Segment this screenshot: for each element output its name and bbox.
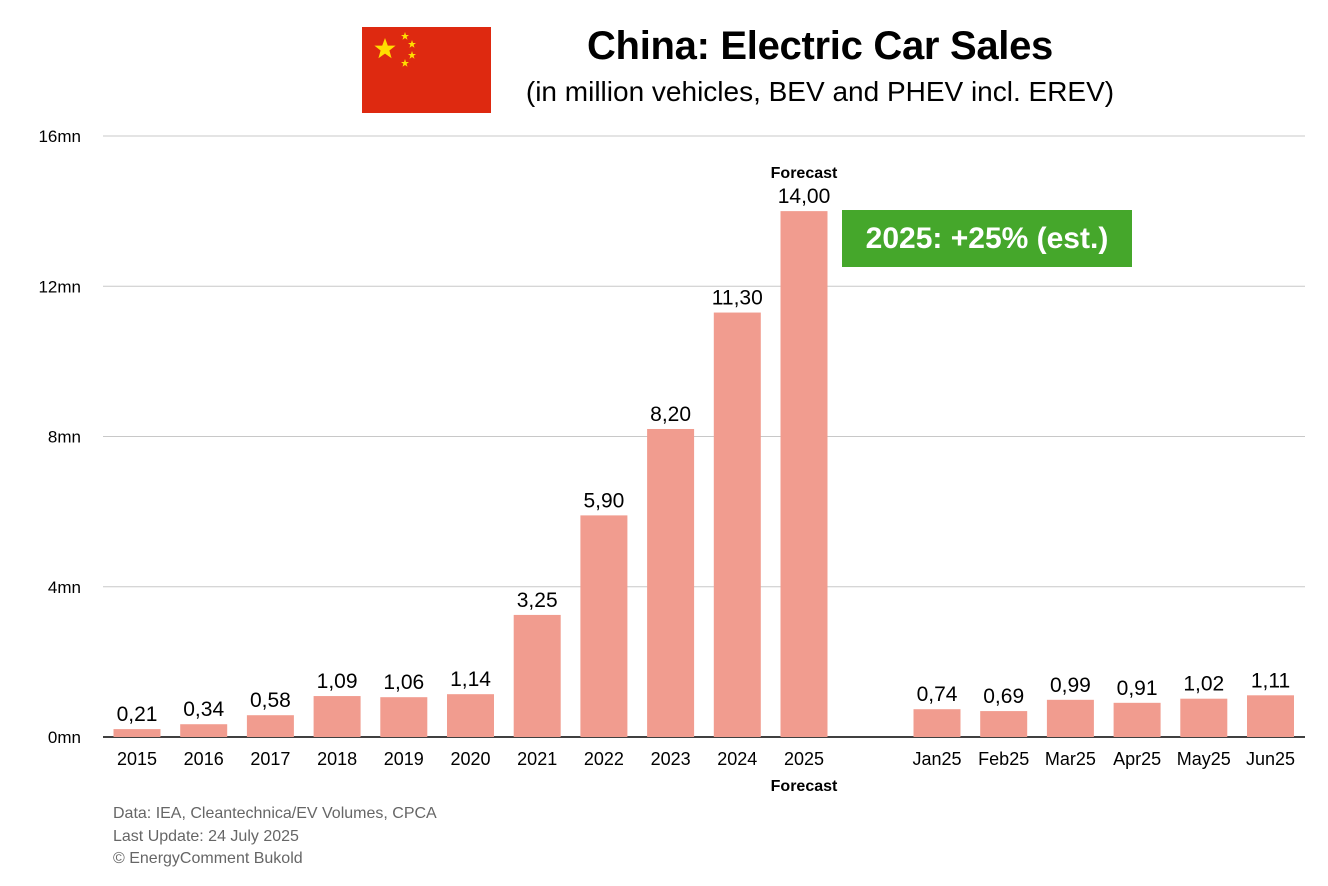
bar-2020	[447, 694, 494, 737]
data-label-2021: 3,25	[517, 589, 558, 612]
x-tick-label-2018: 2018	[317, 749, 357, 769]
y-tick-label: 8mn	[48, 428, 81, 447]
x-tick-label-Jun25: Jun25	[1246, 749, 1295, 769]
data-label-2024: 11,30	[712, 287, 763, 310]
chart-subtitle: (in million vehicles, BEV and PHEV incl.…	[525, 76, 1115, 107]
flag-star-small-3	[408, 51, 416, 59]
x-tick-label-2025: 2025	[784, 749, 824, 769]
data-label-2018: 1,09	[317, 670, 358, 693]
bar-2015	[113, 729, 161, 737]
data-label-2016: 0,34	[183, 698, 224, 721]
bar-2017	[246, 715, 294, 737]
source-line: Data: IEA, Cleantechnica/EV Volumes, CPC…	[113, 805, 437, 822]
y-tick-label: 4mn	[48, 578, 81, 597]
data-label-Feb25: 0,69	[983, 685, 1024, 708]
data-label-Jan25: 0,74	[917, 683, 958, 706]
bar-2025	[780, 211, 828, 737]
data-label-2022: 5,90	[583, 489, 624, 512]
x-tick-label-2021: 2021	[517, 749, 557, 769]
bar-Jan25	[913, 709, 961, 737]
data-label-2017: 0,58	[250, 689, 291, 712]
flag-star-small-4	[401, 59, 409, 67]
x-tick-label-2020: 2020	[450, 749, 490, 769]
bar-2016	[180, 724, 228, 737]
forecast-annotation-2: Forecast	[771, 778, 838, 795]
x-tick-label-2017: 2017	[250, 749, 290, 769]
data-label-2020: 1,14	[450, 668, 491, 691]
bar-May25	[1180, 698, 1228, 737]
bar-2019	[380, 697, 428, 737]
bar-Jun25	[1247, 695, 1294, 737]
chart-title: China: Electric Car Sales	[586, 24, 1054, 68]
update-line: Last Update: 24 July 2025	[113, 827, 299, 845]
bar-2018	[313, 696, 361, 737]
flag-star-small-1	[401, 32, 409, 40]
bar-Apr25	[1113, 702, 1161, 737]
x-tick-label-2022: 2022	[584, 749, 624, 769]
gridlines	[103, 135, 1305, 738]
bars	[113, 211, 1294, 737]
bar-2023	[647, 428, 695, 737]
annotations: Forecast Forecast	[771, 165, 838, 795]
data-label-2023: 8,20	[650, 403, 691, 426]
data-label-May25: 1,02	[1183, 673, 1224, 696]
data-labels: 0,21 0,34 0,58 1,09 1,06 1,14 3,25 5,90 8,20 11,3…	[117, 185, 1291, 726]
growth-badge: 2025: +25% (est.)	[842, 210, 1132, 267]
x-tick-label-2016: 2016	[184, 749, 224, 769]
flag-star-large	[374, 38, 396, 59]
x-tick-label-2019: 2019	[384, 749, 424, 769]
y-tick-label: 12mn	[38, 277, 81, 296]
x-tick-label-2023: 2023	[651, 749, 691, 769]
data-label-2015: 0,21	[117, 703, 158, 726]
x-tick-label-Mar25: Mar25	[1045, 749, 1096, 769]
copyright-line: © EnergyComment Bukold	[113, 850, 303, 867]
bar-Mar25	[1046, 699, 1094, 737]
china-flag-icon	[362, 27, 491, 113]
x-tick-label-2024: 2024	[717, 749, 757, 769]
forecast-annotation-1: Forecast	[771, 165, 838, 182]
data-label-2025: 14,00	[778, 185, 831, 208]
flag-star-small-2	[408, 40, 416, 48]
data-label-Jun25: 1,11	[1251, 669, 1290, 692]
bar-Feb25	[980, 711, 1028, 737]
x-tick-label-2015: 2015	[117, 749, 157, 769]
x-tick-label-May25: May25	[1177, 749, 1231, 769]
x-tick-label-Apr25: Apr25	[1113, 749, 1161, 769]
source-note: Data: IEA, Cleantechnica/EV Volumes, CPC…	[113, 803, 437, 871]
data-label-Apr25: 0,91	[1117, 677, 1158, 700]
x-tick-label-Feb25: Feb25	[978, 749, 1029, 769]
x-tick-label-Jan25: Jan25	[912, 749, 961, 769]
tick-labels: 0mn 4mn 8mn 12mn 16mn 2015 2016 2017 2018 2019 202…	[38, 127, 1295, 769]
y-tick-label: 0mn	[48, 728, 81, 747]
bar-2021	[513, 614, 561, 737]
bar-2024	[713, 312, 761, 737]
y-tick-label: 16mn	[38, 127, 81, 146]
bar-2022	[580, 515, 628, 737]
data-label-Mar25: 0,99	[1050, 674, 1091, 697]
data-label-2019: 1,06	[383, 671, 424, 694]
